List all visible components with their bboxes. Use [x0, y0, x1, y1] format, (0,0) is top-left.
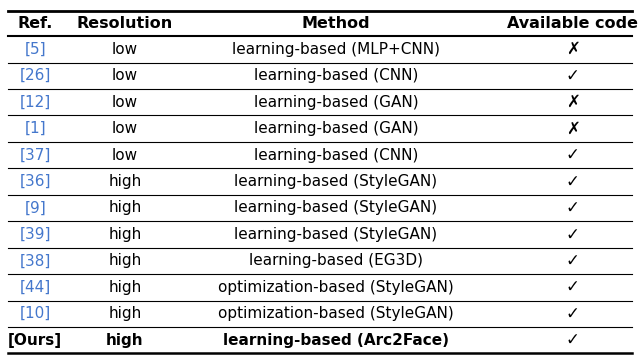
Text: [9]: [9]: [24, 201, 46, 216]
Text: ✗: ✗: [566, 120, 580, 138]
Text: ✓: ✓: [566, 278, 580, 296]
Text: learning-based (GAN): learning-based (GAN): [253, 121, 419, 136]
Text: [36]: [36]: [19, 174, 51, 189]
Text: ✓: ✓: [566, 331, 580, 349]
Text: [12]: [12]: [20, 95, 51, 110]
Text: low: low: [112, 95, 138, 110]
Text: high: high: [108, 201, 141, 216]
Text: low: low: [112, 42, 138, 57]
Text: ✗: ✗: [566, 40, 580, 58]
Text: high: high: [108, 174, 141, 189]
Text: learning-based (StyleGAN): learning-based (StyleGAN): [234, 174, 438, 189]
Text: Resolution: Resolution: [77, 16, 173, 31]
Text: ✓: ✓: [566, 67, 580, 85]
Text: [Ours]: [Ours]: [8, 333, 62, 348]
Text: ✓: ✓: [566, 305, 580, 323]
Text: high: high: [108, 253, 141, 268]
Text: high: high: [108, 306, 141, 321]
Text: low: low: [112, 68, 138, 83]
Text: ✓: ✓: [566, 225, 580, 243]
Text: ✓: ✓: [566, 252, 580, 270]
Text: learning-based (GAN): learning-based (GAN): [253, 95, 419, 110]
Text: [26]: [26]: [19, 68, 51, 83]
Text: [1]: [1]: [24, 121, 46, 136]
Text: Ref.: Ref.: [17, 16, 53, 31]
Text: ✓: ✓: [566, 146, 580, 164]
Text: low: low: [112, 147, 138, 162]
Text: learning-based (StyleGAN): learning-based (StyleGAN): [234, 201, 438, 216]
Text: high: high: [106, 333, 143, 348]
Text: [5]: [5]: [24, 42, 46, 57]
Text: ✓: ✓: [566, 172, 580, 191]
Text: high: high: [108, 280, 141, 295]
Text: optimization-based (StyleGAN): optimization-based (StyleGAN): [218, 306, 454, 321]
Text: learning-based (EG3D): learning-based (EG3D): [249, 253, 423, 268]
Text: learning-based (MLP+CNN): learning-based (MLP+CNN): [232, 42, 440, 57]
Text: Method: Method: [301, 16, 371, 31]
Text: learning-based (StyleGAN): learning-based (StyleGAN): [234, 227, 438, 242]
Text: [10]: [10]: [20, 306, 51, 321]
Text: ✓: ✓: [566, 199, 580, 217]
Text: ✗: ✗: [566, 93, 580, 111]
Text: high: high: [108, 227, 141, 242]
Text: learning-based (Arc2Face): learning-based (Arc2Face): [223, 333, 449, 348]
Text: learning-based (CNN): learning-based (CNN): [254, 68, 418, 83]
Text: [38]: [38]: [19, 253, 51, 268]
Text: [44]: [44]: [20, 280, 51, 295]
Text: learning-based (CNN): learning-based (CNN): [254, 147, 418, 162]
Text: Available code: Available code: [508, 16, 638, 31]
Text: optimization-based (StyleGAN): optimization-based (StyleGAN): [218, 280, 454, 295]
Text: [39]: [39]: [19, 227, 51, 242]
Text: [37]: [37]: [19, 147, 51, 162]
Text: low: low: [112, 121, 138, 136]
